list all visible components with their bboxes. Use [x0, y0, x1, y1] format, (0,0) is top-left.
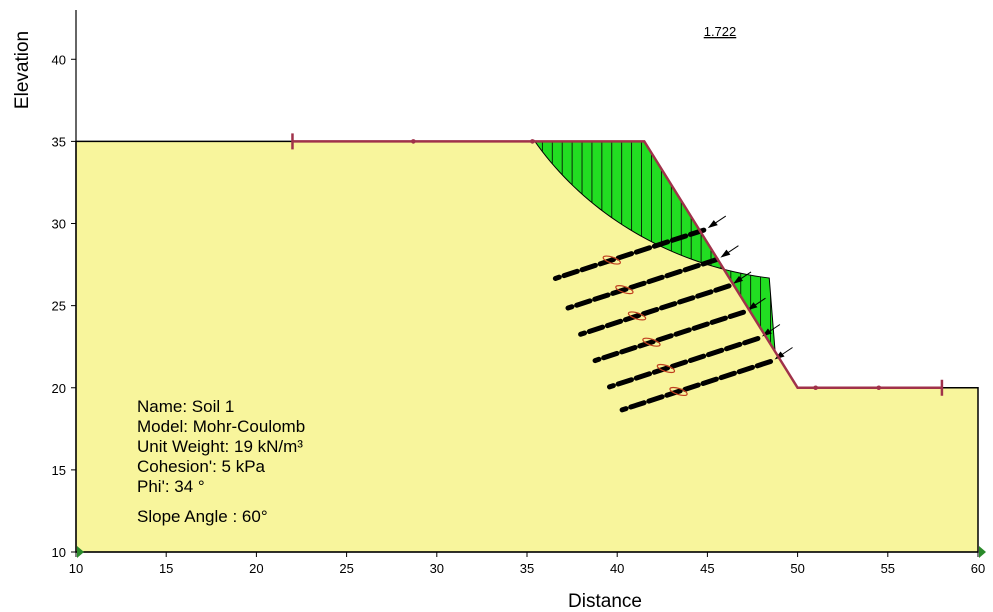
- nail-force-arrowhead: [774, 351, 785, 360]
- x-axis-title: Distance: [568, 591, 642, 612]
- soil-nail: [565, 245, 739, 311]
- x-tick-label: 45: [700, 561, 714, 576]
- nail-bar: [578, 283, 732, 337]
- x-tick-label: 15: [159, 561, 173, 576]
- soil-nail: [592, 297, 766, 364]
- soil-model-line: Model: Mohr-Coulomb: [137, 417, 305, 436]
- x-tick-label: 30: [430, 561, 444, 576]
- nail-bond-marker: [642, 337, 661, 347]
- nail-bond-marker: [602, 255, 621, 265]
- y-tick-label: 15: [52, 463, 66, 478]
- x-tick-label: 50: [790, 561, 804, 576]
- nail-force-arrowhead: [733, 275, 744, 284]
- slip-surface-outline: [530, 139, 776, 352]
- x-tick-label: 55: [881, 561, 895, 576]
- slip-search-surface-line: [292, 140, 942, 390]
- surface-point: [876, 385, 882, 391]
- soil-region: [75, 140, 979, 553]
- nail-bond-marker: [615, 285, 634, 295]
- slope-angle-line: Slope Angle : 60°: [137, 507, 268, 526]
- phi-line: Phi': 34 °: [137, 477, 205, 496]
- x-tick-label: 20: [249, 561, 263, 576]
- x-tick-label: 10: [69, 561, 83, 576]
- surface-point: [813, 385, 818, 391]
- origin-marker: [77, 546, 84, 558]
- nail-bond-marker: [656, 363, 676, 374]
- nail-bond-marker: [627, 311, 647, 321]
- y-tick-label: 10: [52, 545, 66, 560]
- y-tick-label: 40: [52, 52, 66, 67]
- axes: 10 15 20 25 30 35 40 45 50 55 60 10 15 20 25 30 35 40: [52, 10, 986, 576]
- y-tick-label: 35: [52, 134, 66, 149]
- y-tick-label: 25: [52, 299, 66, 314]
- nail-bar: [592, 309, 746, 364]
- x-tick-label: 35: [520, 561, 534, 576]
- cohesion-line: Cohesion': 5 kPa: [137, 457, 266, 476]
- ground-surface-layer: [291, 133, 944, 396]
- nail-force-arrowhead: [707, 220, 718, 229]
- nail-force-arrowhead: [720, 249, 731, 258]
- soil-nail: [552, 215, 727, 281]
- factor-of-safety-label: 1.722: [704, 24, 737, 39]
- soil-nail: [619, 347, 793, 413]
- extent-marker: [979, 546, 986, 558]
- y-axis-title: Elevation: [12, 31, 33, 109]
- surface-point: [530, 139, 535, 144]
- soil-name-line: Name: Soil 1: [137, 397, 234, 416]
- x-tick-label: 60: [971, 561, 985, 576]
- nail-force-arrowhead: [747, 302, 758, 311]
- x-tick-label: 25: [339, 561, 353, 576]
- x-tick-label: 40: [610, 561, 624, 576]
- nail-bar: [619, 358, 774, 413]
- soil-layer: [75, 140, 979, 553]
- soil-info-box: Name: Soil 1 Model: Mohr-Coulomb Unit We…: [137, 397, 305, 526]
- nail-bond-marker: [669, 386, 688, 397]
- y-tick-label: 20: [52, 381, 66, 396]
- nail-bar: [606, 335, 761, 390]
- slip-mass: [532, 140, 776, 352]
- soil-nail: [578, 271, 752, 337]
- nail-bar: [552, 227, 707, 281]
- unit-weight-line: Unit Weight: 19 kN/m³: [137, 437, 303, 456]
- nail-bar: [565, 257, 719, 311]
- soil-nails-layer: [552, 215, 793, 413]
- surface-point: [411, 139, 416, 144]
- y-tick-label: 30: [52, 217, 66, 232]
